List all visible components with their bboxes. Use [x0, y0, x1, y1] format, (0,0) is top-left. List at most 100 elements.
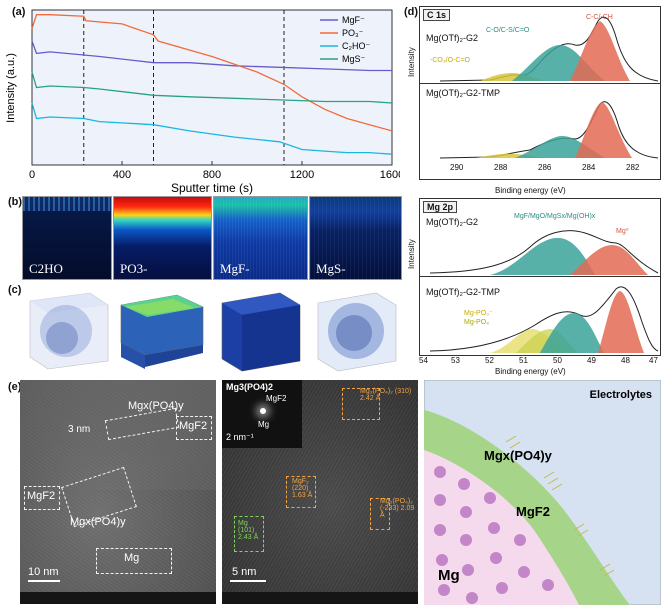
- xps-mg2p-top-sample: Mg(OTf)₂-G2: [426, 217, 478, 227]
- tof-map-mgs: MgS-: [309, 196, 402, 280]
- xps-mg2p-tick-52: 52: [485, 356, 494, 365]
- legend-c2ho: C₂HO⁻: [342, 41, 370, 51]
- mg-particles: [434, 466, 554, 604]
- depth-profile-series-0: [31, 40, 392, 72]
- fft-inset: Mg3(PO4)2 MgF2 Mg 2 nm⁻¹: [222, 380, 302, 448]
- xps-mg2p-bottom-plot: [429, 286, 659, 353]
- tem-image-2: Mg3(PO4)2 MgF2 Mg 2 nm⁻¹ Mg₃(PO₄)₂ (310)…: [222, 380, 418, 604]
- depth-profile-xlabel: Sputter time (s): [171, 181, 253, 195]
- fft-title: Mg3(PO4)2: [226, 382, 274, 392]
- xps-c1s-top-plot: [439, 16, 659, 82]
- panel-label-d: (d): [404, 6, 419, 18]
- tof-3d-mgf: [221, 292, 301, 372]
- tof-map-po3: PO3-: [113, 196, 212, 280]
- tem-image-1: Mgx(PO4)y 3 nm MgF2 MgF2 Mgx(PO4)y Mg 10…: [20, 380, 216, 604]
- depth-profile-xtick-2: 800: [203, 169, 221, 181]
- tem1-scale-label: 10 nm: [28, 566, 59, 578]
- tof-map-label-po3: PO3-: [120, 261, 148, 276]
- tem1-mgf2-right-box: [176, 416, 212, 440]
- xps-mg2p-tick-51: 51: [519, 356, 528, 365]
- xps-mg2p-comp4: Mg-PO₄: [464, 319, 490, 326]
- interphase-schematic: Electrolytes Mgx(PO4)y MgF2 Mg: [424, 380, 661, 605]
- xps-c1s-tick-290: 290: [450, 163, 464, 172]
- xps-c1s-bottom-plot: [439, 101, 659, 159]
- tem2-ann-1: Mg₃(PO₄)₂ (310) 2.42 Å: [360, 388, 412, 402]
- xps-mg2p-tag: Mg 2p: [423, 201, 457, 213]
- tem2-scale-bar: [230, 580, 266, 582]
- xps-c1s-panel: C 1s Mg(OTf)₂-G2 -CO₃/O-C=O C-O/C-S/C=O …: [407, 6, 661, 180]
- tof-map-label-mgf: MgF-: [220, 261, 250, 276]
- depth-profile-series-3: [31, 71, 393, 104]
- tem1-mgf2-left-box: [24, 486, 60, 510]
- tof-map-label-mgs: MgS-: [316, 261, 346, 276]
- xps-c1s-comp1: -CO₃/O-C=O: [430, 57, 470, 64]
- depth-profile-legend: MgF⁻ PO₃⁻ C₂HO⁻ MgS⁻: [320, 15, 370, 64]
- depth-profile-xtick-4: 1600: [380, 169, 400, 181]
- fft-mg: Mg: [258, 420, 270, 429]
- xps-mg2p-tick-49: 49: [587, 356, 596, 365]
- tem2-info-bar: [222, 592, 418, 604]
- tem2-box-2: [286, 476, 316, 508]
- depth-profile-xtick-0: 0: [29, 169, 35, 181]
- tem1-scale-bar: [28, 580, 60, 582]
- tof-3d-mgs: [317, 292, 397, 372]
- tem1-mgxpo4-mid-label: Mgx(PO4)y: [70, 516, 126, 528]
- panel-label-e: (e): [8, 381, 22, 393]
- xps-c1s-tick-288: 288: [494, 163, 508, 172]
- xps-mg2p-top-plot: [429, 230, 659, 275]
- legend-mgs: MgS⁻: [342, 54, 366, 64]
- xps-mg2p-comp2: Mg⁰: [616, 228, 629, 235]
- fft-mgf2: MgF2: [266, 394, 287, 403]
- legend-mgf: MgF⁻: [342, 15, 365, 25]
- xps-c1s-top: C 1s Mg(OTf)₂-G2 -CO₃/O-C=O C-O/C-S/C=O …: [420, 7, 660, 84]
- xps-mg2p-tick-48: 48: [621, 356, 630, 365]
- tof-3d-po3: [120, 294, 204, 369]
- xps-mg2p-tick-54: 54: [419, 356, 428, 365]
- xps-c1s-xlabel: Binding energy (eV): [495, 186, 566, 195]
- schematic-mg-label: Mg: [438, 567, 460, 584]
- xps-mg2p-panel: Mg 2p Mg(OTf)₂-G2 MgF/MgO/MgSx/Mg(OH)x M…: [407, 198, 661, 356]
- tem2-ann-4: Mg (101) 2.43 Å: [238, 520, 259, 541]
- tof-map-mgf: MgF-: [213, 196, 308, 280]
- xps-c1s-tag: C 1s: [423, 9, 451, 21]
- xps-mg2p-ylabel: Intensity: [407, 239, 416, 269]
- xps-mg2p-tick-47: 47: [649, 356, 658, 365]
- tem1-mg-box: [96, 548, 172, 574]
- xps-c1s-tick-284: 284: [582, 163, 596, 172]
- tem2-box-1: [342, 388, 380, 420]
- schematic-electrolytes-label: Electrolytes: [590, 389, 652, 401]
- tem1-mgf2-right-label: MgF2: [179, 420, 208, 432]
- lattice-marks: [505, 435, 615, 577]
- xps-mg2p-xlabel: Binding energy (eV): [495, 367, 566, 376]
- xps-c1s-comp3: C-C/-CH: [586, 14, 613, 21]
- tem1-mgxpo4-label: Mgx(PO4)y: [128, 400, 184, 412]
- fft-scale: 2 nm⁻¹: [226, 432, 254, 442]
- xps-c1s-comp2: C-O/C-S/C=O: [486, 27, 530, 34]
- panel-label-b: (b): [8, 196, 23, 208]
- tem2-ann-3: Mg₃(PO₄)₂ (-233) 2.09 Å: [380, 498, 415, 519]
- xps-c1s-bottom: Mg(OTf)₂-G2-TMP: [420, 84, 660, 160]
- xps-mg2p-bottom: Mg(OTf)₂-G2-TMP Mg-PO₃⁻ Mg-PO₄: [420, 277, 660, 354]
- xps-mg2p-top: Mg 2p Mg(OTf)₂-G2 MgF/MgO/MgSx/Mg(OH)x M…: [420, 199, 660, 277]
- schematic-mgxpo4-label: Mgx(PO4)y: [484, 448, 553, 463]
- tem1-3nm-label: 3 nm: [68, 424, 91, 435]
- panel-label-c: (c): [8, 284, 22, 296]
- tem2-ann-2: MgF₂ (220) 1.63 Å: [292, 478, 313, 499]
- depth-profile-ylabel: Intensity (a.u.): [5, 53, 17, 123]
- depth-profile-series-2: [31, 102, 393, 155]
- depth-profile-xtick-1: 400: [113, 169, 131, 181]
- tem1-mg-label: Mg: [124, 552, 140, 564]
- xps-mg2p-comp1: MgF/MgO/MgSx/Mg(OH)x: [514, 213, 596, 220]
- tem1-mgf2-left-label: MgF2: [27, 490, 56, 502]
- depth-profile-series-1: [31, 14, 393, 132]
- tem1-info-bar: [20, 592, 216, 604]
- schematic-mgf2-label: MgF2: [516, 504, 550, 519]
- xps-c1s-tick-286: 286: [538, 163, 552, 172]
- tof-3d-c2ho: [29, 292, 109, 370]
- depth-profile-plot-area: [31, 9, 393, 166]
- xps-c1s-bottom-sample: Mg(OTf)₂-G2-TMP: [426, 88, 500, 98]
- xps-c1s-top-sample: Mg(OTf)₂-G2: [426, 33, 478, 43]
- xps-c1s-ylabel: Intensity: [407, 47, 416, 77]
- xps-mg2p-tick-50: 50: [553, 356, 562, 365]
- tof-map-label-c2ho: C2HO: [29, 261, 63, 276]
